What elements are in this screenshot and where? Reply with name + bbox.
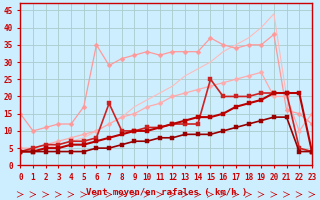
X-axis label: Vent moyen/en rafales ( km/h ): Vent moyen/en rafales ( km/h ) — [85, 188, 247, 197]
